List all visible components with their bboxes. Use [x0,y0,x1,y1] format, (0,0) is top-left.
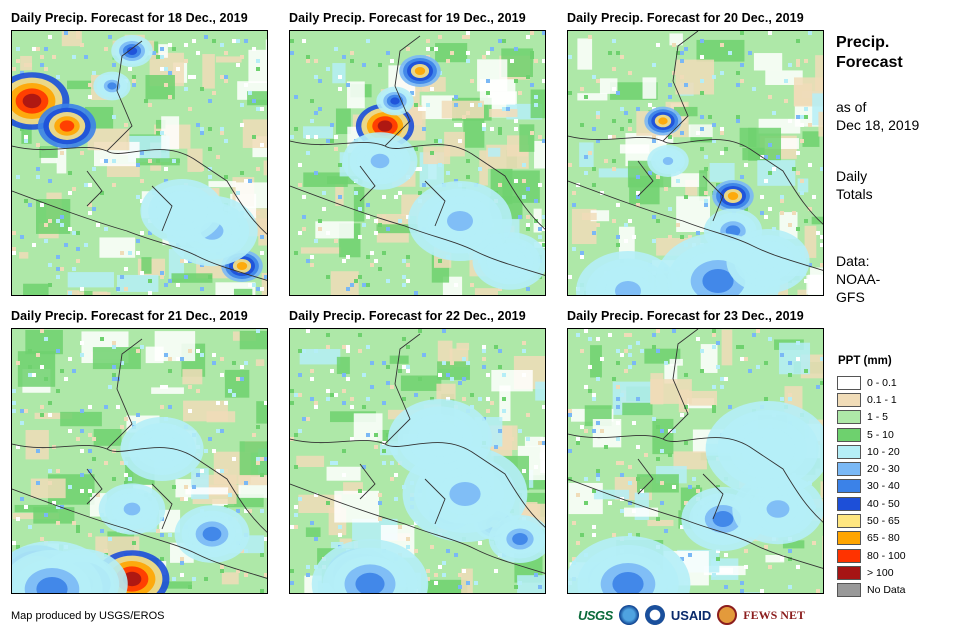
side-title: Precip. Forecast [836,33,903,73]
legend-swatch [837,479,861,494]
legend-swatch [837,375,861,390]
legend-title: PPT (mm) [838,355,892,367]
legend-label: 0.1 - 1 [867,393,897,406]
legend-row: 80 - 100 [837,547,906,564]
legend-label: 30 - 40 [867,480,900,493]
daily-line2: Totals [836,186,873,202]
legend-row: 0 - 0.1 [837,374,906,391]
legend-row: 20 - 30 [837,460,906,477]
map-panel-6 [567,328,824,594]
logo-strip: USGS USAID FEWS NET [578,603,805,627]
data-line1: Data: [836,253,870,269]
legend-row: 5 - 10 [837,426,906,443]
legend-swatch [837,392,861,407]
data-line3: GFS [836,289,865,305]
as-of-text: as of Dec 18, 2019 [836,98,919,134]
map-panel-3 [567,30,824,296]
map-panel-1 [11,30,268,296]
legend-row: 10 - 20 [837,443,906,460]
legend-label: 0 - 0.1 [867,376,897,389]
legend-label: > 100 [867,566,894,579]
panel-title-4: Daily Precip. Forecast for 21 Dec., 2019 [11,309,248,323]
panel-title-6: Daily Precip. Forecast for 23 Dec., 2019 [567,309,804,323]
legend-row: 50 - 65 [837,512,906,529]
daily-totals-text: Daily Totals [836,167,873,203]
fews-net-emblem-icon [717,605,738,625]
legend-swatch [837,531,861,546]
map-svg-6 [568,329,823,593]
map-panel-5 [289,328,546,594]
map-panel-2 [289,30,546,296]
legend-row: 40 - 50 [837,495,906,512]
legend-swatch [837,565,861,580]
legend-label: 65 - 80 [867,532,900,545]
legend-swatch [837,444,861,459]
legend-label: 50 - 65 [867,515,900,528]
legend-swatch [837,583,861,598]
map-svg-1 [12,31,267,295]
legend-label: 40 - 50 [867,497,900,510]
legend-row: 65 - 80 [837,530,906,547]
map-svg-5 [290,329,545,593]
legend-label: 5 - 10 [867,428,894,441]
legend-row: 30 - 40 [837,478,906,495]
side-title-line2: Forecast [836,54,903,71]
legend-row: 1 - 5 [837,409,906,426]
noaa-logo-icon [618,605,639,625]
data-line2: NOAA- [836,271,881,287]
legend-swatch [837,427,861,442]
map-panel-4 [11,328,268,594]
legend-swatch [837,496,861,511]
legend-label: 80 - 100 [867,549,906,562]
panel-title-3: Daily Precip. Forecast for 20 Dec., 2019 [567,11,804,25]
panel-title-5: Daily Precip. Forecast for 22 Dec., 2019 [289,309,526,323]
fews-net-logo: FEWS NET [743,607,805,622]
data-source-text: Data: NOAA- GFS [836,252,880,306]
panel-title-1: Daily Precip. Forecast for 18 Dec., 2019 [11,11,248,25]
map-svg-3 [568,31,823,295]
usaid-logo: USAID [670,607,712,623]
legend-label: 10 - 20 [867,445,900,458]
legend-row: 0.1 - 1 [837,391,906,408]
side-title-line1: Precip. [836,34,890,51]
as-of-line1: as of [836,99,867,115]
legend: 0 - 0.1 0.1 - 1 1 - 5 5 - 10 10 - 20 20 - 30 3… [837,374,906,599]
panel-title-2: Daily Precip. Forecast for 19 Dec., 2019 [289,11,526,25]
map-credit: Map produced by USGS/EROS [11,610,165,622]
legend-label: 20 - 30 [867,463,900,476]
legend-swatch [837,514,861,529]
legend-label: No Data [867,584,906,597]
daily-line1: Daily [836,168,868,184]
legend-row: No Data [837,582,906,599]
legend-label: 1 - 5 [867,411,889,424]
legend-row: > 100 [837,564,906,581]
as-of-line2: Dec 18, 2019 [836,117,920,133]
usgs-logo: USGS [578,607,613,623]
legend-swatch [837,462,861,477]
legend-swatch [837,548,861,563]
legend-swatch [837,410,861,425]
doi-seal-icon [644,605,665,625]
map-svg-4 [12,329,267,593]
map-svg-2 [290,31,545,295]
